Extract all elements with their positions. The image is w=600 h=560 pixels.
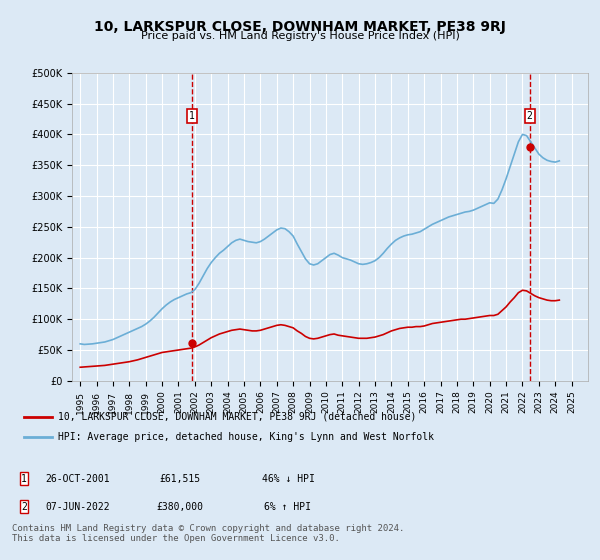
Text: 46% ↓ HPI: 46% ↓ HPI — [262, 474, 314, 484]
Text: 1: 1 — [189, 111, 195, 121]
Text: 6% ↑ HPI: 6% ↑ HPI — [265, 502, 311, 512]
Text: 10, LARKSPUR CLOSE, DOWNHAM MARKET, PE38 9RJ (detached house): 10, LARKSPUR CLOSE, DOWNHAM MARKET, PE38… — [58, 412, 416, 422]
Text: Price paid vs. HM Land Registry's House Price Index (HPI): Price paid vs. HM Land Registry's House … — [140, 31, 460, 41]
Text: 07-JUN-2022: 07-JUN-2022 — [46, 502, 110, 512]
Text: 2: 2 — [527, 111, 533, 121]
Text: 1: 1 — [21, 474, 27, 484]
Text: £380,000: £380,000 — [157, 502, 203, 512]
Text: £61,515: £61,515 — [160, 474, 200, 484]
Text: HPI: Average price, detached house, King's Lynn and West Norfolk: HPI: Average price, detached house, King… — [58, 432, 434, 442]
Text: Contains HM Land Registry data © Crown copyright and database right 2024.
This d: Contains HM Land Registry data © Crown c… — [12, 524, 404, 543]
Text: 26-OCT-2001: 26-OCT-2001 — [46, 474, 110, 484]
Text: 10, LARKSPUR CLOSE, DOWNHAM MARKET, PE38 9RJ: 10, LARKSPUR CLOSE, DOWNHAM MARKET, PE38… — [94, 20, 506, 34]
Text: 2: 2 — [21, 502, 27, 512]
